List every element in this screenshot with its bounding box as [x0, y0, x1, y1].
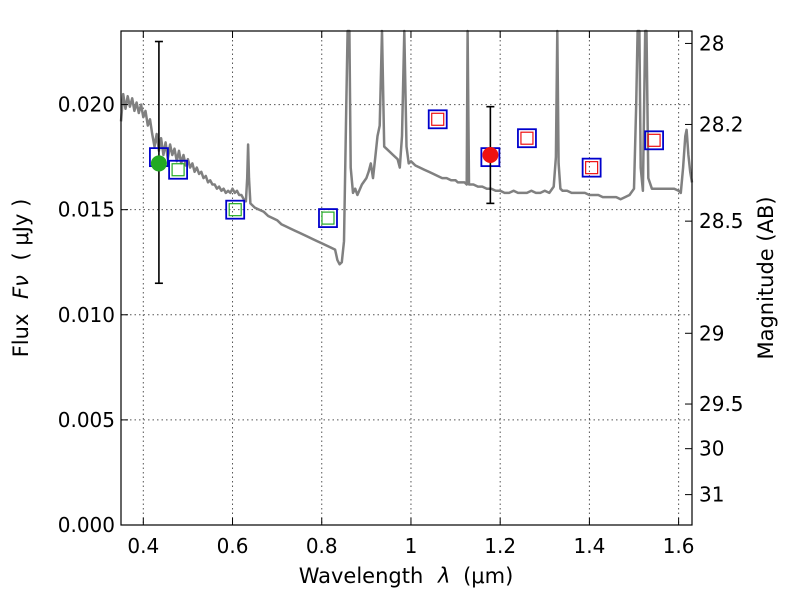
x-tick-labels: 0.4 0.6 0.8 1 1.2 1.4 1.6	[127, 534, 694, 558]
y2-tick-label-6: 31	[699, 483, 724, 507]
inner-square-green-0	[171, 163, 185, 177]
y2-tick-label-3: 29	[699, 321, 724, 345]
x-tick-label-4: 1.2	[484, 534, 516, 558]
y2-axis-label: Magnitude (AB)	[754, 196, 778, 359]
y2-tick-label-4: 29.5	[699, 392, 744, 416]
model-photometry-square-1	[168, 159, 189, 180]
y-axis-label-symbol: Fν	[9, 275, 33, 299]
x-axis-label-unit: (μm)	[463, 564, 513, 588]
y2-tick-labels: 28 28.2 28.5 29 29.5 30 31	[699, 31, 744, 506]
plot-frame	[120, 30, 693, 526]
inner-square-red-6	[647, 133, 661, 147]
y-axis-label: Flux Fν ( μJy )	[9, 199, 33, 358]
tick-marks	[121, 31, 692, 526]
x-tick-label-2: 0.8	[306, 534, 338, 558]
model-photometry-square-6	[517, 128, 537, 149]
x-axis-label-text: Wavelength	[299, 564, 424, 588]
observed-points	[150, 40, 499, 285]
inner-square-green-1	[228, 203, 242, 217]
model-photometry-square-3	[318, 208, 338, 228]
x-tick-label-6: 1.6	[663, 534, 695, 558]
y2-tick-label-0: 28	[699, 31, 724, 55]
model-photometry-square-8	[644, 130, 664, 151]
model-photometry-square-4	[427, 109, 448, 130]
y-tick-labels: 0.000 0.005 0.010 0.015 0.020	[58, 93, 115, 537]
y-tick-label-4: 0.020	[58, 93, 115, 117]
y-tick-label-2: 0.010	[58, 303, 115, 327]
model-photometry-square-2	[225, 199, 246, 220]
inner-square-red-4	[520, 131, 534, 145]
x-tick-label-3: 1	[405, 534, 418, 558]
model-spectrum-line	[119, 29, 694, 266]
y-tick-label-3: 0.015	[58, 198, 115, 222]
observed-point-red	[482, 147, 499, 164]
y-axis-label-unit: ( μJy )	[9, 199, 33, 261]
y2-tick-label-5: 30	[699, 437, 724, 461]
inner-square-green-2	[321, 211, 335, 225]
y2-tick-label-1: 28.2	[699, 112, 744, 136]
y2-tick-label-2: 28.5	[699, 209, 744, 233]
y-tick-label-0: 0.000	[58, 513, 115, 537]
inner-square-red-3	[431, 112, 445, 126]
x-tick-label-1: 0.6	[217, 534, 249, 558]
x-tick-label-0: 0.4	[127, 534, 159, 558]
inner-square-red-5	[585, 161, 599, 175]
model-photometry-square-7	[581, 157, 602, 178]
y-axis-label-text: Flux	[9, 314, 33, 358]
observed-point-green	[150, 155, 167, 172]
x-tick-label-5: 1.4	[573, 534, 605, 558]
y-tick-label-1: 0.005	[58, 408, 115, 432]
model-spectrum	[119, 29, 694, 266]
x-axis-label-symbol: λ	[437, 564, 450, 588]
x-axis-label: Wavelength λ (μm)	[299, 564, 514, 588]
